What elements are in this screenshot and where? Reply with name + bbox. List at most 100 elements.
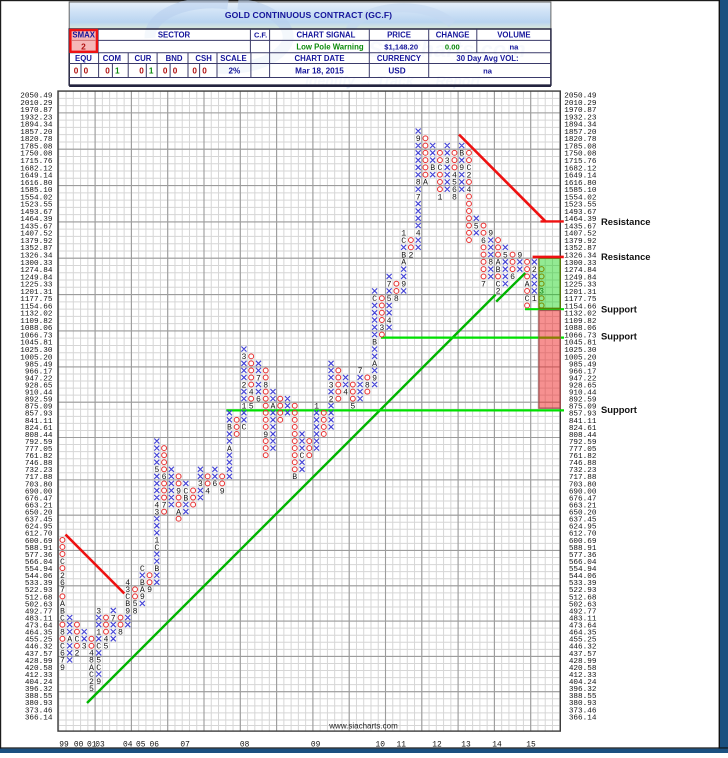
svg-text:824.61: 824.61 bbox=[569, 425, 597, 433]
svg-text:577.36: 577.36 bbox=[25, 552, 53, 560]
svg-text:3: 3 bbox=[241, 353, 246, 362]
svg-text:892.59: 892.59 bbox=[25, 397, 53, 405]
svg-text:2: 2 bbox=[329, 395, 334, 404]
svg-text:07: 07 bbox=[180, 740, 190, 749]
svg-text:1407.52: 1407.52 bbox=[564, 231, 597, 239]
svg-text:1177.75: 1177.75 bbox=[20, 296, 53, 304]
svg-text:C: C bbox=[89, 671, 94, 680]
svg-text:9: 9 bbox=[488, 230, 493, 239]
svg-text:CUR: CUR bbox=[135, 54, 152, 63]
svg-text:B: B bbox=[183, 494, 188, 503]
svg-text:1715.76: 1715.76 bbox=[564, 158, 597, 166]
svg-text:502.63: 502.63 bbox=[569, 601, 597, 609]
svg-text:0: 0 bbox=[139, 66, 144, 75]
svg-text:8: 8 bbox=[394, 295, 399, 304]
svg-text:SCALE: SCALE bbox=[220, 54, 246, 63]
svg-text:C: C bbox=[125, 593, 130, 602]
svg-text:412.33: 412.33 bbox=[569, 672, 597, 680]
svg-text:8: 8 bbox=[89, 657, 94, 666]
svg-text:464.35: 464.35 bbox=[25, 630, 53, 638]
svg-text:533.39: 533.39 bbox=[25, 580, 53, 588]
svg-text:Resistance: Resistance bbox=[601, 216, 651, 227]
svg-text:910.44: 910.44 bbox=[569, 390, 597, 398]
svg-text:420.58: 420.58 bbox=[25, 665, 53, 673]
svg-text:4: 4 bbox=[205, 487, 210, 496]
svg-text:732.23: 732.23 bbox=[25, 467, 53, 475]
svg-text:588.91: 588.91 bbox=[569, 545, 597, 553]
svg-text:588.91: 588.91 bbox=[25, 545, 53, 553]
svg-text:9: 9 bbox=[125, 607, 130, 616]
svg-text:1: 1 bbox=[96, 628, 101, 637]
svg-text:6: 6 bbox=[212, 480, 217, 489]
svg-text:1300.33: 1300.33 bbox=[20, 260, 53, 268]
svg-text:0: 0 bbox=[173, 66, 178, 75]
svg-text:746.88: 746.88 bbox=[25, 460, 53, 468]
svg-text:9: 9 bbox=[416, 135, 421, 144]
svg-text:0: 0 bbox=[163, 66, 168, 75]
svg-text:CSH: CSH bbox=[195, 54, 212, 63]
svg-text:1682.12: 1682.12 bbox=[564, 165, 597, 173]
svg-text:1649.14: 1649.14 bbox=[20, 173, 53, 181]
svg-text:1894.34: 1894.34 bbox=[20, 122, 53, 130]
svg-text:4: 4 bbox=[104, 636, 109, 645]
svg-text:1820.78: 1820.78 bbox=[20, 136, 53, 144]
svg-text:650.20: 650.20 bbox=[25, 510, 53, 518]
svg-text:366.14: 366.14 bbox=[25, 714, 53, 722]
svg-text:13: 13 bbox=[461, 740, 471, 749]
svg-text:2: 2 bbox=[467, 171, 472, 180]
svg-text:B: B bbox=[125, 600, 130, 609]
svg-text:2: 2 bbox=[496, 288, 501, 297]
svg-text:3: 3 bbox=[154, 508, 159, 517]
svg-text:373.46: 373.46 bbox=[25, 707, 53, 715]
svg-text:985.49: 985.49 bbox=[25, 361, 53, 369]
svg-text:8: 8 bbox=[118, 628, 123, 637]
svg-text:473.64: 473.64 bbox=[569, 623, 597, 631]
svg-text:1249.84: 1249.84 bbox=[20, 274, 53, 282]
svg-text:502.63: 502.63 bbox=[25, 601, 53, 609]
svg-text:SMAX: SMAX bbox=[72, 31, 95, 40]
svg-text:1820.78: 1820.78 bbox=[564, 136, 597, 144]
svg-text:6: 6 bbox=[452, 186, 457, 195]
svg-text:1585.10: 1585.10 bbox=[20, 187, 53, 195]
svg-text:USD: USD bbox=[388, 66, 405, 75]
svg-text:C: C bbox=[74, 636, 79, 645]
svg-text:0: 0 bbox=[105, 66, 110, 75]
svg-text:3: 3 bbox=[125, 586, 130, 595]
svg-text:5: 5 bbox=[474, 222, 479, 231]
svg-text:na: na bbox=[483, 66, 493, 75]
svg-text:0: 0 bbox=[192, 66, 197, 75]
svg-text:428.99: 428.99 bbox=[25, 658, 53, 666]
svg-text:06: 06 bbox=[150, 740, 160, 749]
svg-text:566.04: 566.04 bbox=[25, 559, 53, 567]
svg-text:Mar 18, 2015: Mar 18, 2015 bbox=[295, 66, 344, 75]
svg-text:7: 7 bbox=[60, 657, 65, 666]
svg-text:5: 5 bbox=[89, 685, 94, 694]
svg-text:492.77: 492.77 bbox=[569, 608, 597, 616]
svg-text:483.11: 483.11 bbox=[569, 615, 597, 623]
svg-text:554.94: 554.94 bbox=[25, 566, 53, 574]
svg-text:412.33: 412.33 bbox=[25, 672, 53, 680]
svg-text:C: C bbox=[496, 280, 501, 289]
svg-text:6: 6 bbox=[510, 273, 515, 282]
svg-text:1523.55: 1523.55 bbox=[20, 202, 53, 210]
svg-text:A: A bbox=[140, 586, 145, 595]
svg-text:637.45: 637.45 bbox=[569, 517, 597, 525]
svg-text:624.95: 624.95 bbox=[25, 524, 53, 532]
svg-text:492.77: 492.77 bbox=[25, 608, 53, 616]
svg-text:3: 3 bbox=[329, 381, 334, 390]
svg-text:717.88: 717.88 bbox=[569, 474, 597, 482]
svg-text:15: 15 bbox=[526, 740, 536, 749]
svg-text:3: 3 bbox=[198, 480, 203, 489]
svg-text:C: C bbox=[300, 452, 305, 461]
svg-text:A: A bbox=[89, 664, 94, 673]
svg-text:C: C bbox=[140, 565, 145, 574]
svg-text:1225.33: 1225.33 bbox=[564, 282, 597, 290]
svg-text:455.25: 455.25 bbox=[569, 637, 597, 645]
svg-text:CURRENCY: CURRENCY bbox=[377, 54, 422, 63]
svg-text:C: C bbox=[96, 664, 101, 673]
svg-text:512.68: 512.68 bbox=[569, 594, 597, 602]
svg-text:690.00: 690.00 bbox=[569, 488, 597, 496]
svg-text:824.61: 824.61 bbox=[25, 425, 53, 433]
svg-text:12: 12 bbox=[432, 740, 442, 749]
svg-text:1682.12: 1682.12 bbox=[20, 165, 53, 173]
